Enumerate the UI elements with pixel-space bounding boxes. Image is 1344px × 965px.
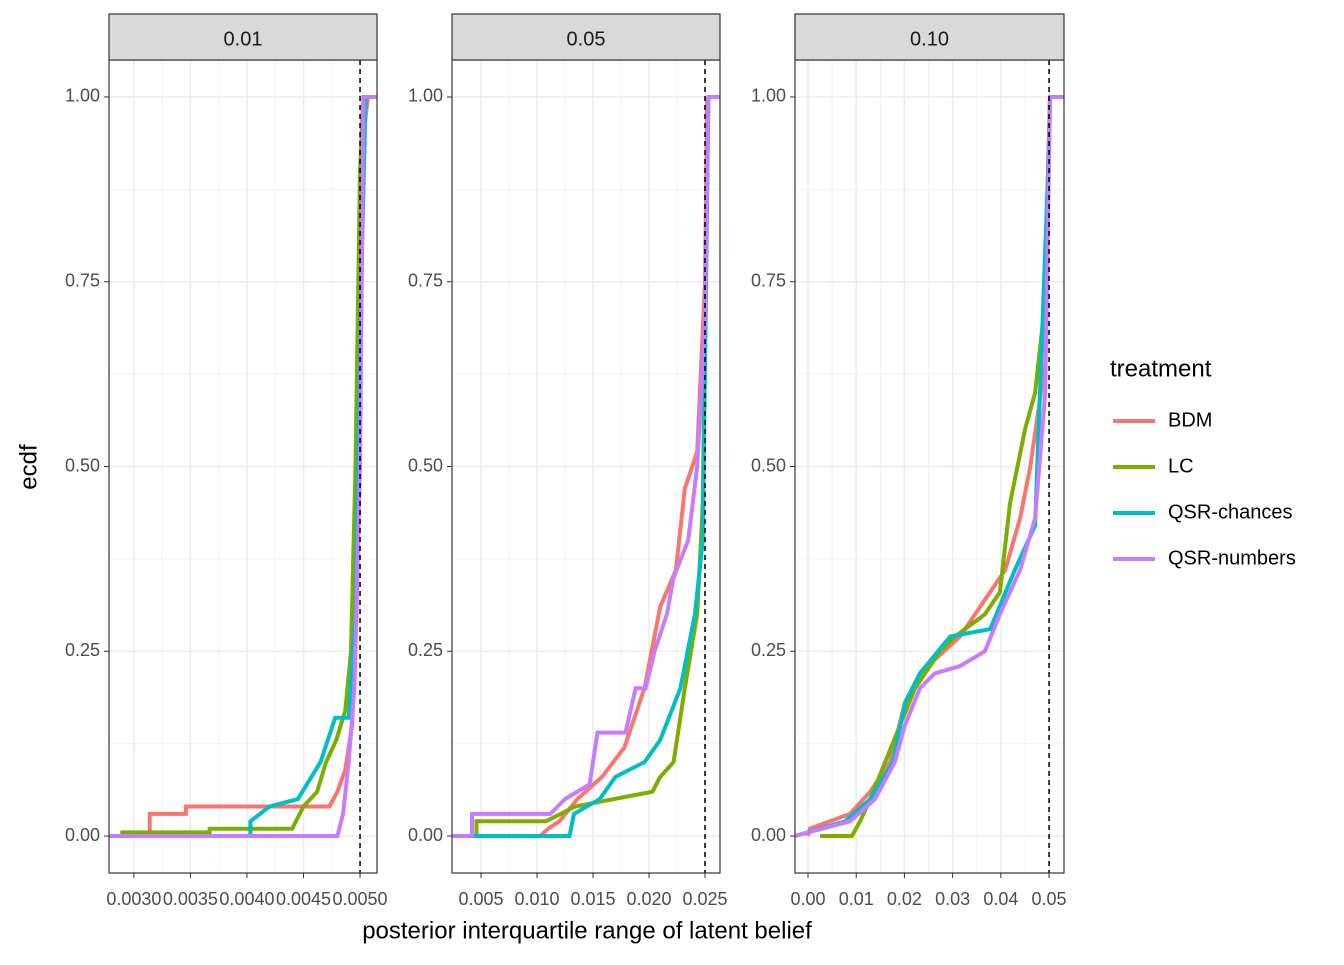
x-tick-label: 0.01 (839, 889, 874, 909)
y-tick-label: 0.00 (751, 825, 786, 845)
y-tick-label: 0.00 (408, 825, 443, 845)
x-tick-label: 0.015 (570, 889, 615, 909)
x-tick-label: 0.025 (682, 889, 727, 909)
y-tick-label: 0.50 (751, 455, 786, 475)
x-tick-label: 0.010 (514, 889, 559, 909)
facet-strip (108, 13, 378, 61)
facet-label: 0.05 (567, 28, 606, 50)
y-tick-label: 1.00 (408, 86, 443, 106)
ecdf-line (109, 95, 377, 838)
legend-label: BDM (1168, 409, 1212, 431)
ecdf-line (794, 95, 1064, 838)
y-tick-label: 0.75 (65, 270, 100, 290)
x-tick-label: 0.02 (887, 889, 922, 909)
x-tick-label: 0.005 (458, 889, 503, 909)
legend-label: LC (1168, 455, 1194, 477)
x-tick-label: 0.0050 (333, 889, 388, 909)
facet-strip (451, 13, 721, 61)
y-axis-title: ecdf (15, 444, 42, 490)
facet-label: 0.01 (224, 28, 263, 50)
y-tick-label: 0.00 (65, 825, 100, 845)
x-tick-label: 0.04 (983, 889, 1018, 909)
legend-title: treatment (1110, 355, 1212, 382)
legend-label: QSR-numbers (1168, 547, 1296, 569)
x-tick-label: 0.00 (790, 889, 825, 909)
x-tick-label: 0.05 (1032, 889, 1067, 909)
y-tick-label: 0.50 (65, 455, 100, 475)
facet-label: 0.10 (910, 28, 949, 50)
legend-label: QSR-chances (1168, 501, 1293, 523)
y-tick-label: 0.75 (751, 270, 786, 290)
ecdf-line (452, 95, 720, 838)
x-axis-title: posterior interquartile range of latent … (362, 917, 812, 944)
y-tick-label: 0.25 (65, 640, 100, 660)
y-tick-label: 1.00 (65, 86, 100, 106)
x-tick-label: 0.03 (935, 889, 970, 909)
x-tick-label: 0.0030 (106, 889, 161, 909)
x-tick-label: 0.0045 (276, 889, 331, 909)
x-tick-label: 0.0040 (219, 889, 274, 909)
ecdf-line (120, 96, 366, 835)
x-tick-label: 0.020 (626, 889, 671, 909)
ecdf-line (452, 96, 711, 838)
y-tick-label: 0.50 (408, 455, 443, 475)
x-tick-label: 0.0035 (163, 889, 218, 909)
y-tick-label: 0.25 (751, 640, 786, 660)
y-tick-label: 0.75 (408, 270, 443, 290)
y-tick-label: 0.25 (408, 640, 443, 660)
y-tick-label: 1.00 (751, 86, 786, 106)
facet-strip (794, 13, 1065, 61)
